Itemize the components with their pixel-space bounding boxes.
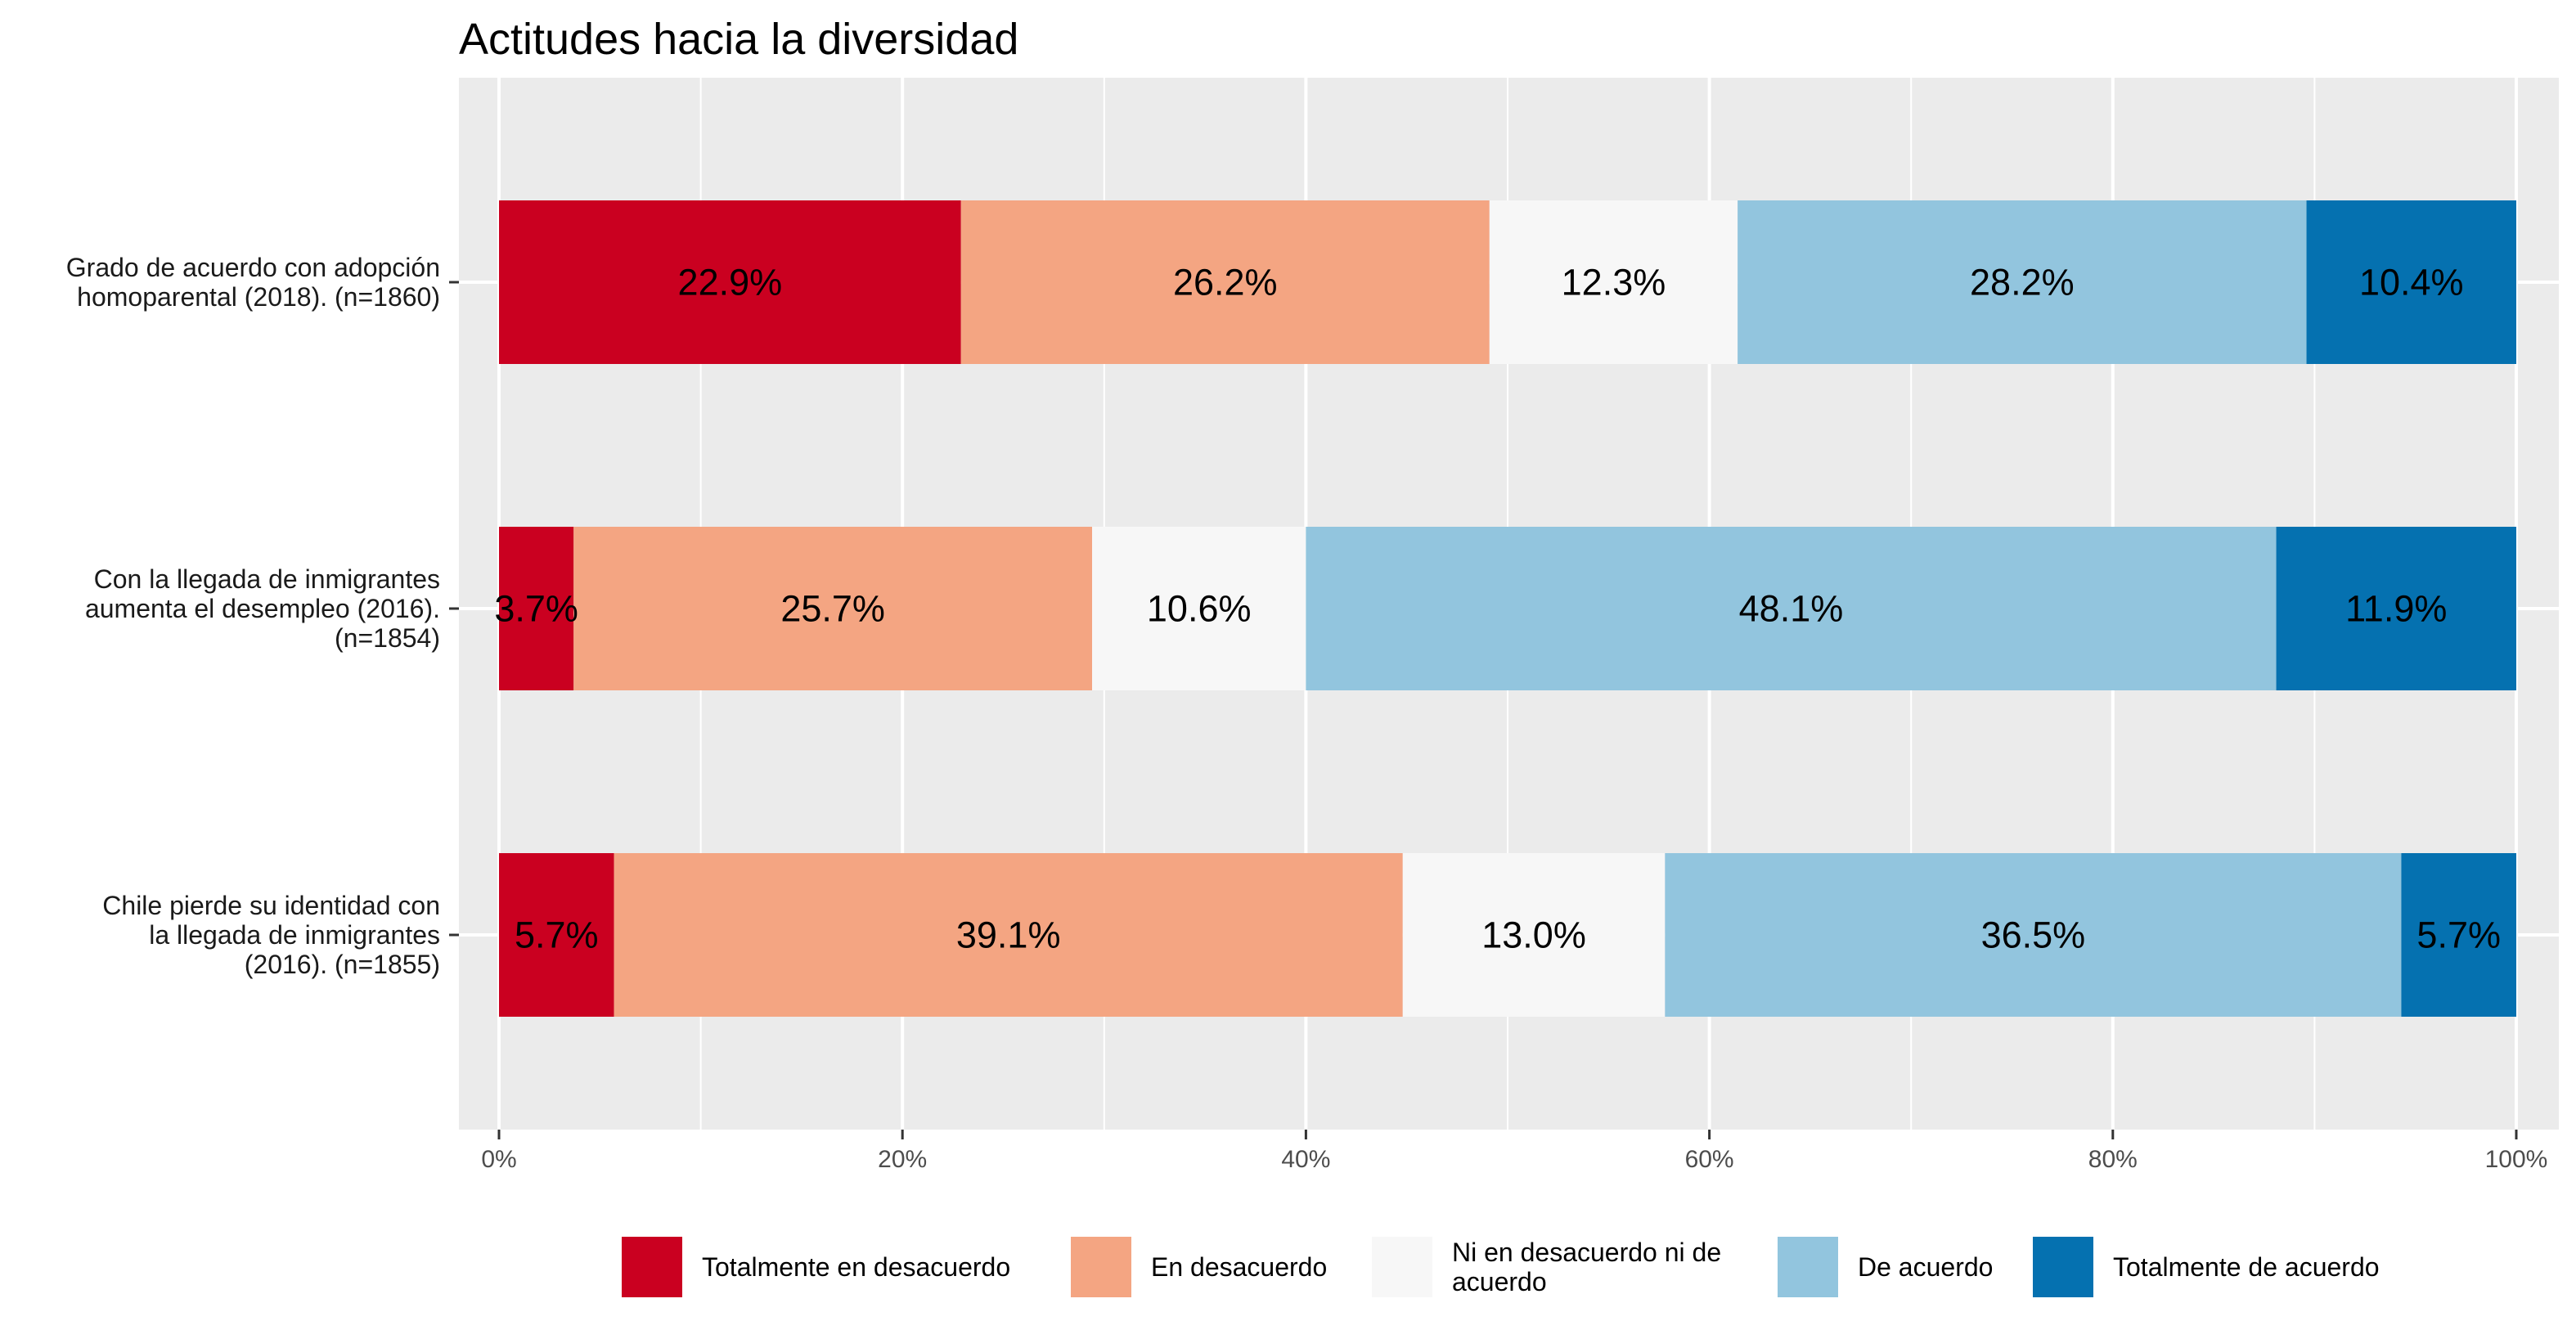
x-axis-tick-label: 60% xyxy=(1685,1146,1734,1173)
data-label: 13.0% xyxy=(1481,914,1586,956)
data-label: 5.7% xyxy=(2416,914,2501,956)
data-label: 10.6% xyxy=(1147,588,1252,630)
legend-item: En desacuerdo xyxy=(1071,1237,1327,1297)
data-label: 10.4% xyxy=(2359,262,2464,303)
x-axis-tick-label: 80% xyxy=(2088,1146,2138,1173)
bar-segment xyxy=(2306,200,2516,364)
legend-key xyxy=(1372,1237,1432,1297)
legend-key xyxy=(622,1237,682,1297)
bar-segment xyxy=(960,200,1490,364)
bar-segment xyxy=(1306,527,2277,690)
legend-item: Totalmente en desacuerdo xyxy=(622,1237,1010,1297)
legend-label: Totalmente en desacuerdo xyxy=(702,1252,1010,1282)
data-label: 39.1% xyxy=(956,914,1061,956)
y-axis: Grado de acuerdo con adopción homoparenta… xyxy=(66,253,459,979)
x-axis: 0% 20% 40% 60% 80% 100% xyxy=(481,1130,2547,1173)
data-label: 25.7% xyxy=(780,588,885,630)
x-axis-tick-label: 100% xyxy=(2485,1146,2548,1173)
bar-segment xyxy=(573,527,1093,690)
bar-segments xyxy=(499,200,2516,1017)
legend-label: Totalmente de acuerdo xyxy=(2113,1252,2380,1282)
data-label: 12.3% xyxy=(1562,262,1666,303)
data-label: 28.2% xyxy=(1970,262,2075,303)
data-label: 22.9% xyxy=(678,262,783,303)
legend-key xyxy=(1778,1237,1838,1297)
bar-segment xyxy=(499,527,574,690)
y-axis-category-label: Chile pierde su identidad con la llegada … xyxy=(102,891,440,979)
bar-segment xyxy=(1489,200,1738,364)
bar-segment xyxy=(499,200,961,364)
x-axis-tick-label: 40% xyxy=(1281,1146,1330,1173)
legend-label: De acuerdo xyxy=(1858,1252,1993,1282)
bar-segment xyxy=(2401,853,2516,1017)
bar-segment xyxy=(1738,200,2307,364)
x-axis-tick-label: 20% xyxy=(878,1146,927,1173)
legend-item: Ni en desacuerdo ni de acuerdo xyxy=(1372,1237,1721,1297)
y-axis-category-label: Grado de acuerdo con adopción homoparenta… xyxy=(66,253,440,312)
data-label: 48.1% xyxy=(1739,588,1844,630)
legend-label: Ni en desacuerdo ni de acuerdo xyxy=(1452,1238,1721,1296)
legend-item: De acuerdo xyxy=(1778,1237,1993,1297)
chart-title: Actitudes hacia la diversidad xyxy=(459,15,1018,64)
data-label: 5.7% xyxy=(515,914,599,956)
data-label: 26.2% xyxy=(1173,262,1278,303)
data-label: 3.7% xyxy=(494,588,578,630)
bar-segment xyxy=(499,853,614,1017)
legend-item: Totalmente de acuerdo xyxy=(2033,1237,2380,1297)
bar-segment xyxy=(2276,527,2516,690)
legend-key xyxy=(2033,1237,2093,1297)
data-label: 11.9% xyxy=(2345,588,2447,630)
legend: Totalmente en desacuerdo En desacuerdo Ni … xyxy=(622,1237,2380,1297)
x-axis-tick-label: 0% xyxy=(481,1146,516,1173)
data-labels: 22.9% 26.2% 12.3% 28.2% 10.4% 3.7% 25.7% 10.6% 4… xyxy=(494,262,2501,956)
bar-segment xyxy=(1402,853,1666,1017)
legend-label: En desacuerdo xyxy=(1151,1252,1327,1282)
y-axis-category-label: Con la llegada de inmigrantes aumenta el … xyxy=(85,564,440,653)
bar-segment xyxy=(1092,527,1306,690)
bar-segment xyxy=(1665,853,2402,1017)
bar-segment xyxy=(614,853,1403,1017)
legend-key xyxy=(1071,1237,1131,1297)
data-label: 36.5% xyxy=(1981,914,2086,956)
